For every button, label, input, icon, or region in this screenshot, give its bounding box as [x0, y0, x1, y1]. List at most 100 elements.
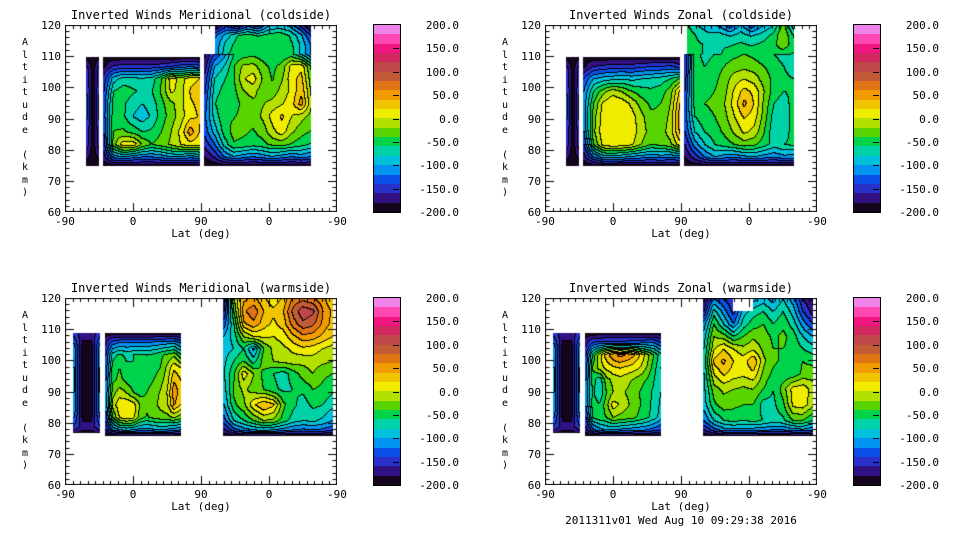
colorbar-tick: [393, 462, 399, 463]
y-tick-label: 100: [521, 81, 541, 94]
x-tick-label: 0: [129, 215, 137, 228]
x-tick-label: 0: [609, 488, 617, 501]
colorbar-band: [854, 127, 880, 138]
colorbar-tick-label: 0.0: [919, 386, 939, 399]
y-tick-label: 80: [47, 144, 61, 157]
colorbar-tick-label: 150.0: [425, 42, 459, 55]
colorbar-band: [374, 447, 400, 457]
y-tick-label: 120: [521, 19, 541, 32]
colorbar-tick-label: -100.0: [899, 432, 939, 445]
x-tick-label: -90: [55, 488, 75, 501]
colorbar-band: [854, 183, 880, 194]
colorbar-band: [374, 109, 400, 119]
colorbar-band: [854, 466, 880, 476]
colorbar-tick-label: 150.0: [905, 42, 939, 55]
colorbar-band: [374, 410, 400, 420]
x-tick-label: 0: [745, 215, 753, 228]
x-tick-label: -90: [535, 215, 555, 228]
colorbar-tick-label: -200.0: [419, 479, 459, 492]
y-tick-label: 100: [41, 354, 61, 367]
colorbar-tick: [393, 72, 399, 73]
colorbar-band: [854, 109, 880, 119]
colorbar-band: [374, 62, 400, 72]
colorbar: [373, 297, 401, 486]
colorbar-band: [374, 99, 400, 110]
contour-plot-canvas: [545, 298, 817, 485]
colorbar-band: [854, 382, 880, 392]
colorbar-tick: [873, 345, 879, 346]
colorbar-tick: [393, 119, 399, 120]
colorbar-tick: [873, 165, 879, 166]
colorbar-band: [854, 81, 880, 91]
colorbar-band: [374, 475, 400, 485]
y-tick-label: 120: [521, 292, 541, 305]
colorbar-tick: [873, 48, 879, 49]
x-axis-label: Lat (deg): [171, 500, 231, 513]
x-tick-label: -90: [327, 488, 347, 501]
colorbar-band: [854, 316, 880, 327]
colorbar-band: [854, 155, 880, 166]
colorbar-band: [374, 326, 400, 336]
x-tick-label: 0: [129, 488, 137, 501]
x-tick-label: 0: [745, 488, 753, 501]
colorbar-tick-label: 200.0: [905, 19, 939, 32]
panel-title: Inverted Winds Meridional (warmside): [70, 281, 332, 295]
colorbar-band: [854, 400, 880, 411]
colorbar-band: [854, 90, 880, 100]
y-tick-label: 80: [47, 417, 61, 430]
panel-meridional-coldside: Inverted Winds Meridional (coldside) 120…: [22, 8, 459, 240]
colorbar-tick-label: -50.0: [905, 409, 939, 422]
panel-title: Inverted Winds Zonal (coldside): [569, 8, 793, 22]
colorbar-tick-label: -100.0: [899, 159, 939, 172]
colorbar-tick: [393, 438, 399, 439]
colorbar-band: [374, 90, 400, 100]
colorbar-band: [854, 372, 880, 383]
y-tick-label: 90: [47, 113, 61, 126]
y-tick-label: 60: [47, 479, 61, 492]
colorbar-band: [374, 335, 400, 345]
colorbar-tick: [393, 368, 399, 369]
colorbar-tick-label: 200.0: [905, 292, 939, 305]
y-tick-label: 80: [527, 144, 541, 157]
x-tick-label: -90: [327, 215, 347, 228]
colorbar-band: [374, 146, 400, 156]
x-axis-label: Lat (deg): [651, 227, 711, 240]
colorbar-band: [374, 34, 400, 44]
x-tick-label: -90: [535, 488, 555, 501]
y-tick-label: 100: [41, 81, 61, 94]
colorbar-band: [854, 71, 880, 82]
colorbar-band: [854, 34, 880, 44]
colorbar-band: [854, 193, 880, 203]
colorbar-tick-label: -50.0: [905, 136, 939, 149]
y-tick-label: 100: [521, 354, 541, 367]
x-tick-label: -90: [807, 488, 827, 501]
colorbar-band: [854, 25, 880, 35]
colorbar-band: [854, 118, 880, 128]
colorbar-band: [374, 391, 400, 401]
x-tick-label: 90: [674, 488, 688, 501]
colorbar-tick-label: 200.0: [425, 19, 459, 32]
colorbar-band: [374, 354, 400, 364]
x-tick-label: 0: [265, 215, 273, 228]
colorbar-tick: [873, 462, 879, 463]
y-tick-label: 110: [521, 50, 541, 63]
y-tick-label: 90: [527, 386, 541, 399]
panel-title: Inverted Winds Meridional (coldside): [70, 8, 332, 22]
y-tick-label: 90: [527, 113, 541, 126]
colorbar-band: [854, 428, 880, 439]
colorbar-tick: [393, 48, 399, 49]
x-tick-label: 90: [674, 215, 688, 228]
colorbar-band: [374, 81, 400, 91]
colorbar-band: [854, 410, 880, 420]
x-axis-label: Lat (deg): [651, 500, 711, 513]
timestamp: 2011311v01 Wed Aug 10 09:29:38 2016: [565, 514, 797, 527]
colorbar-tick-label: -200.0: [419, 206, 459, 219]
colorbar-band: [854, 391, 880, 401]
colorbar-tick: [873, 368, 879, 369]
colorbar-band: [374, 43, 400, 54]
x-tick-label: 90: [194, 215, 208, 228]
colorbar-band: [374, 372, 400, 383]
colorbar-band: [374, 202, 400, 212]
colorbar-band: [854, 99, 880, 110]
contour-plot-canvas: [65, 25, 337, 212]
